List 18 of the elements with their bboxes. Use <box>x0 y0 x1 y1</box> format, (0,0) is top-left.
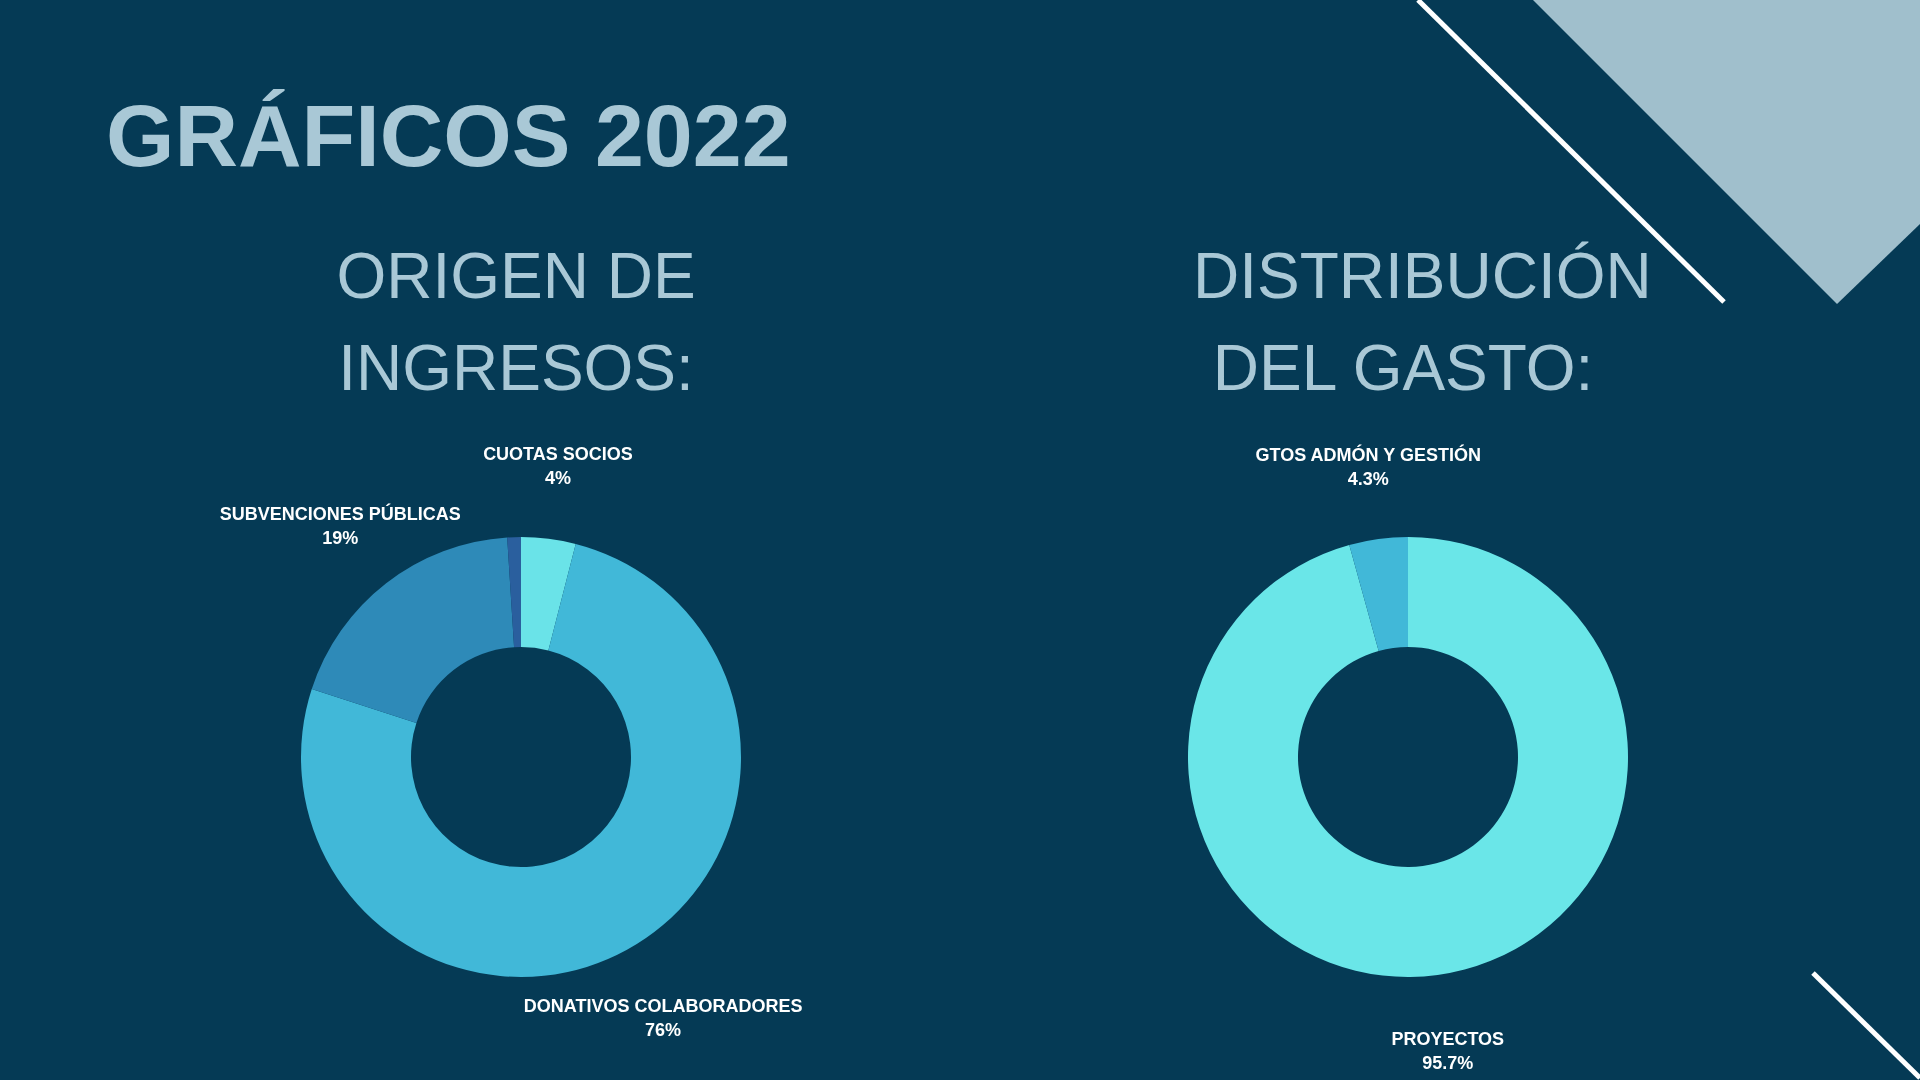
chart-subtitle: ORIGEN DE INGRESOS: <box>335 239 697 406</box>
data-label: 4% <box>544 468 571 489</box>
slice-label: SUBVENCIONES PÚBLICAS <box>219 502 461 524</box>
donut-slice <box>521 537 576 651</box>
donut-slice <box>1188 537 1628 977</box>
slice-label: DONATIVOS COLABORADORES <box>523 995 803 1016</box>
slice-label: PROYECTOS <box>1391 1029 1505 1050</box>
donut-slice <box>1349 537 1408 651</box>
data-label: 19% <box>322 527 359 548</box>
slice-label: CUOTAS SOCIOS <box>483 444 633 465</box>
chart-subtitle: DISTRIBUCIÓN DEL GASTO: <box>1193 239 1652 406</box>
slice-label: GTOS ADMÓN Y GESTIÓN <box>1255 443 1481 465</box>
donut-slice <box>301 543 741 977</box>
chart-title: GRÁFICOS 2022 <box>106 85 791 187</box>
data-label: 4.3% <box>1347 468 1389 489</box>
data-label: 95.7% <box>1422 1053 1474 1074</box>
donut-slice <box>507 537 521 648</box>
data-label: 76% <box>645 1019 682 1040</box>
